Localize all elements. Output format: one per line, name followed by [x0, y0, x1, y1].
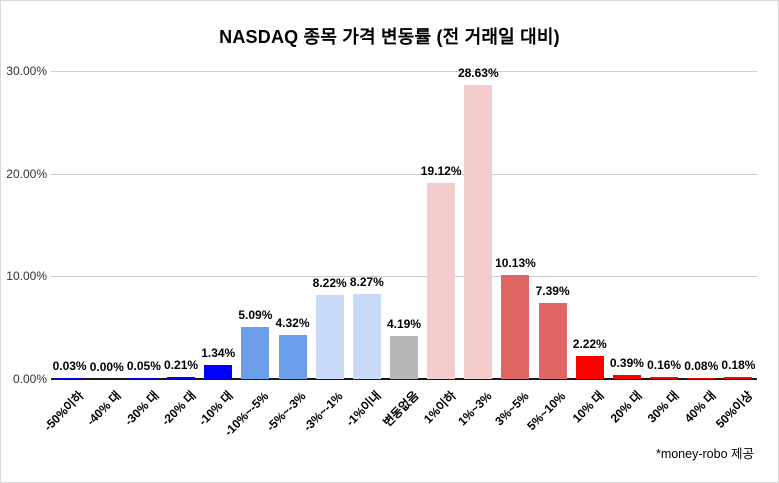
x-tick-label: -3%~-1% [206, 387, 346, 434]
x-tick-label: -20% 대 [57, 387, 198, 428]
x-tick-text: 변동없음 [380, 388, 422, 430]
x-tick-label: 30% 대 [540, 387, 681, 425]
y-tick-label: 30.00% [6, 64, 47, 78]
bar [650, 377, 679, 379]
bar-value-label: 7.39% [535, 284, 570, 299]
bar [167, 376, 196, 379]
x-tick-text: -20% 대 [158, 388, 199, 429]
bar-value-label: 5.09% [238, 307, 273, 322]
bar-value-label: 8.22% [312, 275, 347, 290]
chart-title: NASDAQ 종목 가격 변동률 (전 거래일 대비) [219, 27, 560, 47]
gridline [51, 71, 757, 72]
bar-value-label: 0.00% [89, 360, 124, 374]
x-tick-label: 1%~3% [354, 387, 494, 428]
x-tick-text: -50%이하 [41, 388, 87, 434]
gridline [51, 276, 757, 278]
bar [241, 326, 270, 379]
x-tick-label: -10% 대 [94, 387, 236, 428]
bar [612, 374, 641, 379]
x-tick-text: -1%이내 [343, 388, 385, 430]
bar [501, 274, 530, 379]
bar [538, 303, 567, 379]
x-tick-label: 변동없음 [280, 387, 421, 429]
bar-value-label: 8.27% [349, 275, 384, 290]
bar-value-label: 4.32% [275, 315, 310, 330]
x-tick-label: -10%~-5% [131, 387, 271, 439]
x-tick-text: -30% 대 [121, 388, 162, 429]
bar [724, 377, 753, 379]
bar-value-label: 28.63% [457, 66, 499, 81]
bar-value-label: 2.22% [572, 337, 607, 352]
y-tick-label: 20.00% [6, 166, 47, 181]
x-tick-text: 1%~3% [454, 389, 495, 429]
x-tick-text: 50%이상 [713, 388, 756, 431]
x-tick-text: 1%이하 [420, 388, 459, 427]
y-tick-label: 10.00% [6, 269, 47, 284]
bar-value-label: 0.21% [164, 357, 199, 372]
x-tick-text: 3%~5% [491, 389, 532, 429]
bar [55, 377, 84, 379]
x-tick-text: -5%~-3% [263, 389, 309, 435]
bar [129, 377, 158, 379]
bar [315, 294, 344, 379]
gridline [51, 173, 757, 175]
bar [687, 377, 716, 379]
x-tick-text: 5%~10% [524, 389, 569, 434]
x-tick-text: 10% 대 [570, 388, 608, 426]
bar [278, 334, 307, 379]
bar-value-label: 0.16% [647, 358, 682, 373]
bar-value-label: 0.05% [126, 358, 161, 373]
x-tick-label: 40% 대 [577, 387, 719, 425]
x-tick-text: -3%~-1% [300, 389, 346, 435]
x-tick-label: 3%~5% [391, 387, 531, 428]
bar [575, 356, 604, 379]
x-tick-label: -30% 대 [20, 387, 161, 428]
bar [390, 335, 418, 379]
bar-value-label: 0.03% [52, 358, 87, 373]
x-tick-label: 5%~10% [429, 387, 568, 433]
source-credit: *money-robo 제공 [655, 447, 754, 461]
x-tick-label: -1%이내 [243, 387, 385, 429]
x-tick-label: -5%~-3% [169, 387, 308, 434]
x-tick-text: 40% 대 [681, 388, 719, 426]
bar-value-label: 1.34% [201, 346, 236, 361]
y-tick-label: 0.00% [12, 372, 47, 386]
x-axis-line [51, 378, 757, 380]
x-tick-text: -10%~-5% [221, 389, 272, 439]
x-tick-label: 20% 대 [503, 387, 644, 425]
x-tick-label: -50%이하 [1, 387, 87, 433]
bar [352, 294, 381, 379]
bar-value-label: 0.08% [684, 358, 719, 373]
x-tick-label: 10% 대 [466, 387, 607, 425]
x-tick-label: 1%이하 [317, 387, 459, 426]
bar-value-label: 4.19% [386, 316, 422, 331]
bar [464, 85, 493, 379]
x-tick-text: 30% 대 [644, 388, 682, 426]
x-tick-text: 20% 대 [607, 388, 645, 426]
x-tick-label: -40% 대 [1, 387, 124, 428]
bar [204, 365, 233, 379]
x-tick-text: -40% 대 [84, 388, 125, 429]
x-tick-text: -10% 대 [195, 388, 236, 429]
bar-value-label: 0.39% [609, 355, 644, 370]
bar [427, 182, 456, 379]
bar-value-label: 19.12% [420, 163, 462, 178]
bar-value-label: 10.13% [495, 255, 536, 270]
bar-value-label: 0.18% [721, 358, 756, 373]
x-tick-label: 50%이상 [614, 387, 756, 431]
